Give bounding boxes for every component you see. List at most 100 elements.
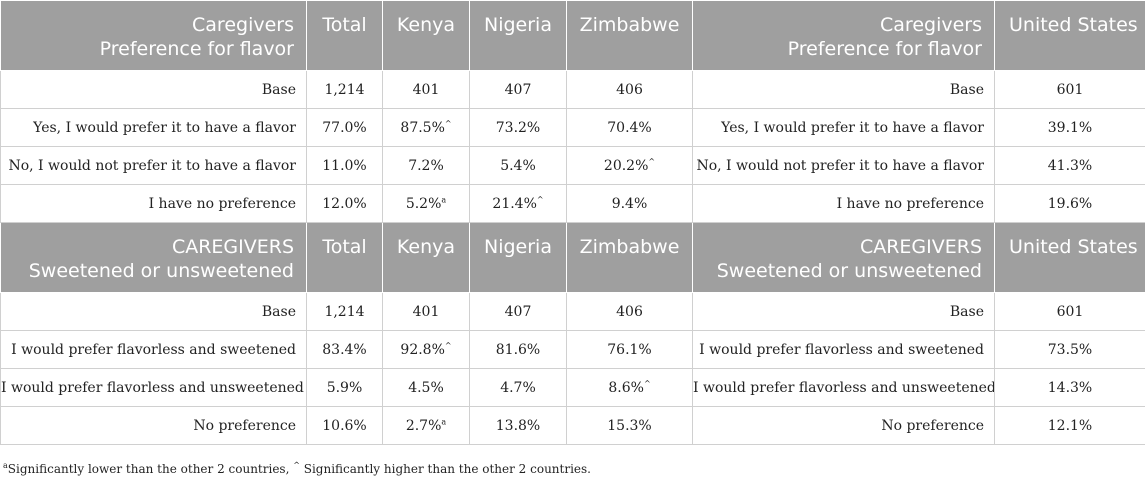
cell-kenya-value: 7.2% bbox=[408, 157, 444, 174]
table-row: Base 1,214 401 407 406 Base 601 bbox=[0, 70, 1145, 109]
cell-united-states: 601 bbox=[994, 292, 1145, 331]
cell-united-states: 73.5% bbox=[994, 330, 1145, 369]
cell-nigeria: 4.7% bbox=[469, 368, 567, 407]
cell-nigeria-value: 73.2% bbox=[495, 119, 541, 136]
cell-united-states: 12.1% bbox=[994, 406, 1145, 445]
header-us-label-line2: Sweetened or unsweetened bbox=[716, 260, 982, 282]
cell-zimbabwe: 8.6%^ bbox=[566, 368, 693, 407]
cell-zimbabwe-value: 8.6% bbox=[608, 379, 644, 396]
cell-nigeria-value: 13.8% bbox=[495, 417, 541, 434]
footnote-mark-higher: ^ bbox=[293, 461, 300, 470]
cell-zimbabwe: 76.1% bbox=[566, 330, 693, 369]
section-flavor: Caregivers Preference for flavor Total Keny… bbox=[0, 0, 1145, 223]
cell-kenya: 5.2%a bbox=[382, 184, 470, 223]
cell-united-states: 41.3% bbox=[994, 146, 1145, 185]
cell-total: 77.0% bbox=[306, 108, 383, 147]
cell-total: 1,214 bbox=[306, 292, 383, 331]
cell-total: 1,214 bbox=[306, 70, 383, 109]
section-sweetened: CAREGIVERS Sweetened or unsweetened Total K… bbox=[0, 222, 1145, 445]
header-united-states: United States bbox=[994, 222, 1145, 293]
cell-total: 83.4% bbox=[306, 330, 383, 369]
header-zimbabwe: Zimbabwe bbox=[566, 0, 693, 71]
cell-nigeria-value: 5.4% bbox=[500, 157, 536, 174]
cell-united-states: 39.1% bbox=[994, 108, 1145, 147]
cell-kenya-mark: ^ bbox=[444, 340, 452, 350]
cell-kenya: 2.7%a bbox=[382, 406, 470, 445]
row-us-label: Base bbox=[692, 70, 995, 109]
cell-zimbabwe: 70.4% bbox=[566, 108, 693, 147]
header-row: Caregivers Preference for flavor Total Keny… bbox=[0, 0, 1145, 71]
cell-total: 12.0% bbox=[306, 184, 383, 223]
row-us-label: Base bbox=[692, 292, 995, 331]
header-us-label: CAREGIVERS Sweetened or unsweetened bbox=[692, 222, 995, 293]
footnote-higher-text: Significantly higher than the other 2 co… bbox=[299, 462, 591, 476]
cell-zimbabwe-value: 20.2% bbox=[603, 157, 649, 174]
cell-zimbabwe-value: 76.1% bbox=[607, 341, 652, 358]
cell-kenya-value: 2.7% bbox=[405, 417, 442, 434]
table-row: I have no preference 12.0% 5.2%a 21.4%^ 9.4%… bbox=[0, 184, 1145, 223]
header-label-line2: Preference for flavor bbox=[99, 38, 294, 60]
footnote-mark-lower: a bbox=[3, 461, 8, 470]
cell-nigeria: 407 bbox=[469, 292, 567, 331]
cell-nigeria: 13.8% bbox=[469, 406, 567, 445]
row-us-label: I would prefer flavorless and unsweetene… bbox=[692, 368, 995, 407]
header-kenya: Kenya bbox=[382, 0, 470, 71]
cell-kenya: 401 bbox=[382, 70, 470, 109]
cell-nigeria-mark: ^ bbox=[536, 194, 544, 204]
table-row: No, I would not prefer it to have a flav… bbox=[0, 146, 1145, 185]
cell-zimbabwe-value: 70.4% bbox=[607, 119, 652, 136]
cell-zimbabwe: 9.4% bbox=[566, 184, 693, 223]
cell-united-states: 19.6% bbox=[994, 184, 1145, 223]
cell-kenya-value: 5.2% bbox=[405, 195, 442, 212]
header-total: Total bbox=[306, 0, 383, 71]
row-label: Yes, I would prefer it to have a flavor bbox=[0, 108, 307, 147]
cell-united-states: 14.3% bbox=[994, 368, 1145, 407]
cell-zimbabwe: 406 bbox=[566, 292, 693, 331]
cell-kenya: 92.8%^ bbox=[382, 330, 470, 369]
table-row: I would prefer flavorless and sweetened 8… bbox=[0, 330, 1145, 369]
row-label: I would prefer flavorless and unsweetene… bbox=[0, 368, 307, 407]
cell-nigeria-value: 407 bbox=[504, 303, 532, 320]
row-us-label: I have no preference bbox=[692, 184, 995, 223]
row-label: I would prefer flavorless and sweetened bbox=[0, 330, 307, 369]
cell-kenya: 401 bbox=[382, 292, 470, 331]
cell-zimbabwe-mark: ^ bbox=[643, 378, 651, 388]
cell-zimbabwe: 20.2%^ bbox=[566, 146, 693, 185]
cell-nigeria: 407 bbox=[469, 70, 567, 109]
cell-zimbabwe-mark: ^ bbox=[648, 156, 656, 166]
cell-united-states: 601 bbox=[994, 70, 1145, 109]
table-row: I would prefer flavorless and unsweetene… bbox=[0, 368, 1145, 407]
cell-kenya-value: 87.5% bbox=[400, 119, 445, 136]
cell-kenya: 7.2% bbox=[382, 146, 470, 185]
cell-zimbabwe: 15.3% bbox=[566, 406, 693, 445]
row-us-label: Yes, I would prefer it to have a flavor bbox=[692, 108, 995, 147]
header-label-line1: Caregivers bbox=[192, 14, 294, 36]
header-nigeria: Nigeria bbox=[469, 0, 567, 71]
cell-kenya-mark: ^ bbox=[444, 118, 452, 128]
cell-kenya-value: 401 bbox=[412, 81, 440, 98]
header-zimbabwe: Zimbabwe bbox=[566, 222, 693, 293]
cell-zimbabwe: 406 bbox=[566, 70, 693, 109]
cell-nigeria-value: 4.7% bbox=[500, 379, 536, 396]
header-label-line2: Sweetened or unsweetened bbox=[28, 260, 294, 282]
header-united-states: United States bbox=[994, 0, 1145, 71]
row-label: Base bbox=[0, 70, 307, 109]
row-us-label: I would prefer flavorless and sweetened bbox=[692, 330, 995, 369]
cell-total: 10.6% bbox=[306, 406, 383, 445]
row-label: No, I would not prefer it to have a flav… bbox=[0, 146, 307, 185]
header-us-label: Caregivers Preference for flavor bbox=[692, 0, 995, 71]
cell-zimbabwe-value: 9.4% bbox=[611, 195, 648, 212]
cell-zimbabwe-value: 15.3% bbox=[607, 417, 652, 434]
cell-kenya-value: 92.8% bbox=[400, 341, 445, 358]
header-us-label-line1: Caregivers bbox=[880, 14, 982, 36]
row-us-label: No preference bbox=[692, 406, 995, 445]
table-row: Yes, I would prefer it to have a flavor 7… bbox=[0, 108, 1145, 147]
cell-nigeria-value: 21.4% bbox=[492, 195, 537, 212]
row-label: I have no preference bbox=[0, 184, 307, 223]
cell-kenya-mark: a bbox=[441, 194, 447, 204]
cell-zimbabwe-value: 406 bbox=[616, 81, 643, 98]
cell-kenya: 4.5% bbox=[382, 368, 470, 407]
row-us-label: No, I would not prefer it to have a flav… bbox=[692, 146, 995, 185]
header-us-label-line1: CAREGIVERS bbox=[859, 236, 982, 258]
cell-nigeria-value: 81.6% bbox=[495, 341, 541, 358]
